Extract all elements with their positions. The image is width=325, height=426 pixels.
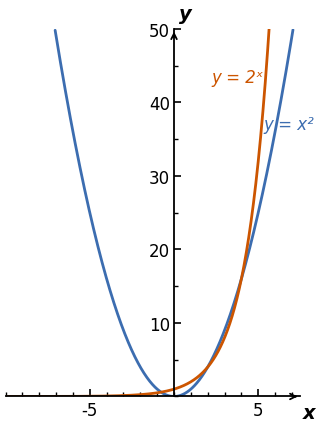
Text: x: x <box>303 403 316 422</box>
Text: y = 2ˣ: y = 2ˣ <box>211 69 263 86</box>
Text: y = x²: y = x² <box>263 116 314 134</box>
Text: y: y <box>179 5 192 24</box>
